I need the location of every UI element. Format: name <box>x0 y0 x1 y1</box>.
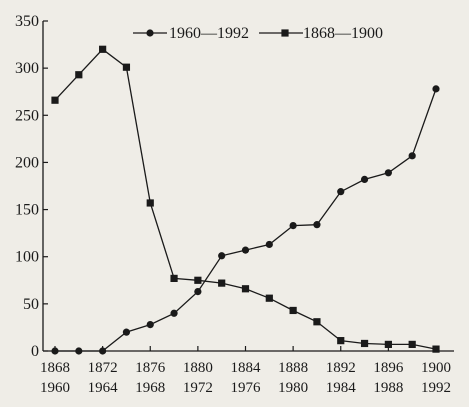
series-line-2 <box>54 48 437 350</box>
y-tick-label: 300 <box>15 60 39 77</box>
x-tick-label-bottom: 1976 <box>231 380 262 396</box>
series-1-point <box>170 309 178 317</box>
series-2-point <box>122 63 131 71</box>
x-tick-label-top: 1876 <box>135 360 166 376</box>
series-1-point <box>337 188 345 196</box>
series-1-point <box>241 246 250 254</box>
x-tick-label-top: 1900 <box>421 360 451 376</box>
x-tick-label-bottom: 1992 <box>421 380 451 396</box>
y-tick-label: 350 <box>15 13 39 30</box>
series-2-point <box>146 199 154 207</box>
series-1-point <box>408 152 416 160</box>
series-2-point <box>408 340 416 348</box>
x-tick-label-bottom: 1960 <box>40 380 70 396</box>
y-tick-label: 50 <box>23 296 39 313</box>
series-1-point <box>265 240 273 249</box>
y-tick-label: 200 <box>15 154 39 171</box>
series-2-point <box>360 339 369 348</box>
series-1-point <box>194 288 202 296</box>
x-tick-label-top: 1872 <box>88 360 118 376</box>
series-2-point <box>313 318 321 326</box>
x-tick-label-top: 1868 <box>40 360 70 376</box>
x-tick-label-top: 1884 <box>231 360 262 376</box>
y-tick-label: 250 <box>15 107 39 124</box>
x-tick-label-top: 1888 <box>278 360 308 376</box>
series-2-point <box>432 345 440 353</box>
series-2-point <box>51 96 59 104</box>
series-1-point <box>146 321 154 329</box>
series-2-point <box>170 274 178 282</box>
series-2-point <box>384 340 392 348</box>
series-2-point <box>194 276 202 284</box>
series-1-point <box>122 328 131 336</box>
series-1-point <box>313 221 321 229</box>
x-tick-label-top: 1896 <box>373 360 404 376</box>
legend-label-1: 1960—1992 <box>169 25 249 42</box>
y-tick-label: 0 <box>31 343 39 360</box>
y-tick-label: 100 <box>15 249 39 266</box>
series-2-point <box>99 45 107 53</box>
x-tick-label-bottom: 1964 <box>88 380 119 396</box>
x-tick-label-top: 1880 <box>183 360 213 376</box>
x-tick-label-bottom: 1968 <box>135 380 165 396</box>
series-1-point <box>99 347 107 355</box>
series-1-point <box>384 169 392 177</box>
legend-marker-circle <box>146 29 154 37</box>
series-1-point <box>218 252 226 260</box>
series-2-point <box>337 337 345 345</box>
series-2-point <box>241 285 250 293</box>
series-line-1 <box>55 88 437 352</box>
legend-label-2: 1868—1900 <box>303 25 383 42</box>
x-tick-label-bottom: 1972 <box>183 380 213 396</box>
series-2-point <box>265 294 273 302</box>
series-1-point <box>432 85 440 93</box>
series-1-point <box>360 175 369 183</box>
series-2-point <box>218 279 226 287</box>
x-tick-label-bottom: 1984 <box>326 380 357 396</box>
x-tick-label-bottom: 1988 <box>373 380 403 396</box>
legend-marker-square <box>281 29 289 37</box>
series-2-point <box>75 71 83 79</box>
y-tick-label: 150 <box>15 202 39 219</box>
x-tick-label-bottom: 1980 <box>278 380 308 396</box>
series-1-point <box>289 222 297 230</box>
series-1-point <box>51 347 59 355</box>
series-2-point <box>289 306 297 315</box>
series-1-point <box>75 347 83 355</box>
x-tick-label-top: 1892 <box>326 360 356 376</box>
